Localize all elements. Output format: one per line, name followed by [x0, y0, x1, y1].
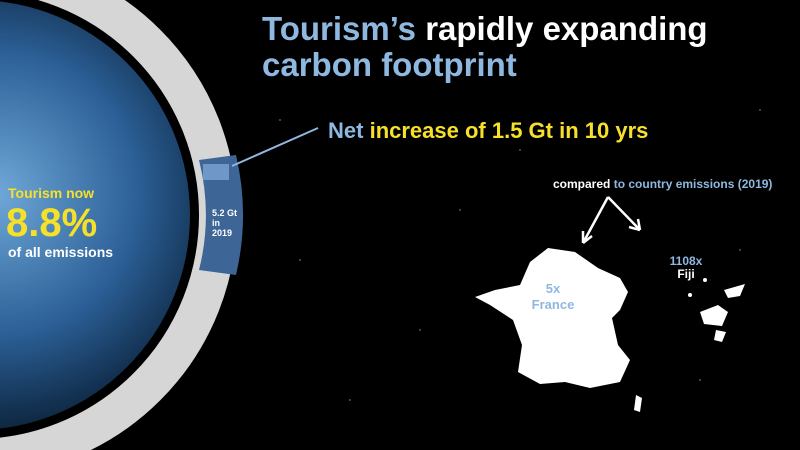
tourism-segment [199, 155, 243, 275]
segment-label: 2019 [212, 228, 232, 238]
comparison-text: compared to country emissions (2019) [553, 177, 772, 191]
share-caption: of all emissions [8, 244, 113, 260]
comparison-part: compared [553, 177, 610, 191]
segment-label: in [212, 218, 220, 228]
increase-part: Net [328, 118, 364, 143]
increase-part: increase of 1.5 Gt in 10 yrs [370, 118, 649, 143]
segment-label: 5.2 Gt [212, 208, 237, 218]
title-part: rapidly expanding [425, 10, 707, 47]
country-name: France [532, 297, 575, 312]
country-factor: 5x [546, 281, 561, 296]
arrows [581, 196, 642, 244]
share-value: 8.8% [6, 201, 97, 245]
country-factor: 1108x [670, 254, 703, 268]
connector [231, 127, 319, 167]
france-map [475, 248, 630, 388]
country-name: Fiji [677, 267, 694, 281]
title-part: carbon footprint [262, 46, 517, 83]
stars [279, 109, 761, 401]
earth [0, 1, 190, 429]
share-label: Tourism now [8, 185, 94, 201]
increase-segment [203, 164, 229, 180]
title: Tourism’s rapidly expanding [262, 10, 708, 47]
title-part: Tourism’s [262, 10, 416, 47]
corsica [634, 395, 642, 412]
comparison-part: to country emissions (2019) [614, 177, 773, 191]
increase-text: Net increase of 1.5 Gt in 10 yrs [328, 118, 648, 143]
fiji-map [688, 278, 745, 342]
